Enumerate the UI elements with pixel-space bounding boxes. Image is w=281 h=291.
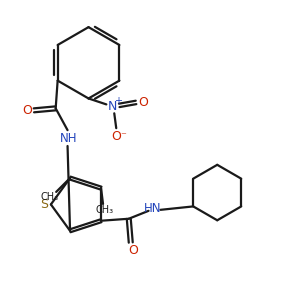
Text: +: + (114, 96, 122, 107)
Text: HN: HN (144, 202, 161, 215)
Text: NH: NH (60, 132, 77, 145)
Text: CH₃: CH₃ (96, 205, 114, 215)
Text: O: O (128, 244, 138, 257)
Text: N: N (108, 100, 117, 113)
Text: O: O (138, 96, 148, 109)
Text: O: O (111, 129, 121, 143)
Text: ⁻: ⁻ (120, 131, 126, 141)
Text: O: O (22, 104, 32, 117)
Text: CH₃: CH₃ (40, 192, 58, 202)
Text: S: S (40, 198, 48, 211)
